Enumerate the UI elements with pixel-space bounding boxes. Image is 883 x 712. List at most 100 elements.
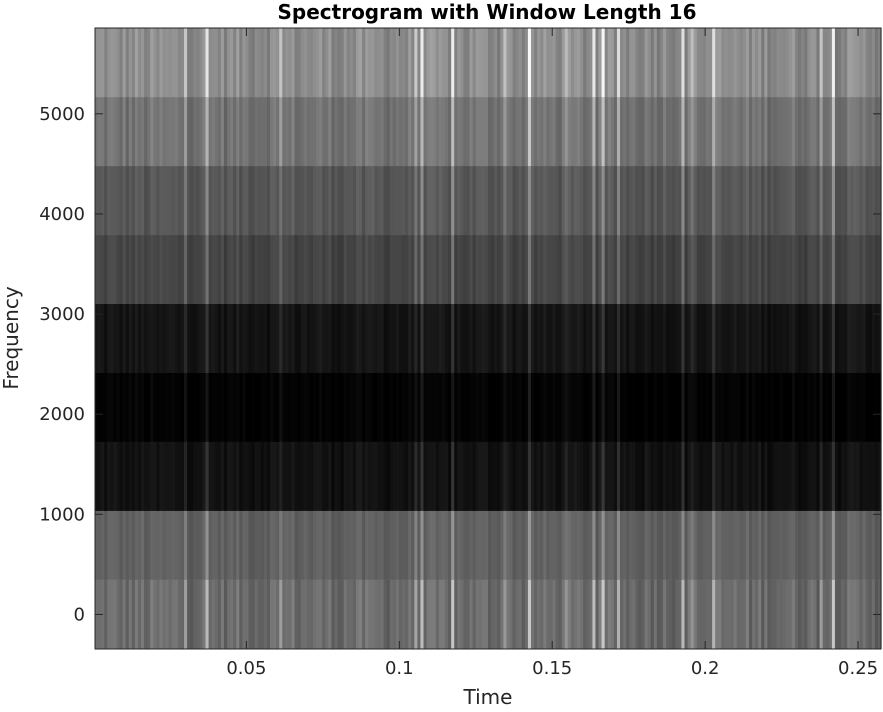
spectrogram-cell	[530, 304, 535, 373]
spectrogram-cell	[745, 97, 750, 167]
spectrogram-cell	[687, 97, 692, 167]
spectrogram-cell	[650, 166, 655, 236]
spectrogram-cell	[328, 510, 333, 580]
spectrogram-cell	[641, 372, 646, 442]
spectrogram-cell	[451, 510, 455, 580]
spectrogram-cell	[270, 235, 274, 305]
spectrogram-cell	[156, 579, 161, 649]
spectrogram-cell	[420, 97, 425, 167]
spectrogram-cell	[432, 372, 437, 442]
spectrogram-cell	[506, 166, 511, 236]
spectrogram-cell	[868, 97, 873, 167]
spectrogram-cell	[626, 304, 630, 373]
spectrogram-cell	[715, 28, 719, 98]
spectrogram-cell	[466, 510, 471, 580]
spectrogram-cell	[257, 304, 262, 373]
spectrogram-cell	[558, 510, 563, 580]
spectrogram-cell	[555, 166, 560, 236]
spectrogram-cell	[128, 166, 133, 236]
spectrogram-cell	[168, 441, 173, 511]
spectrogram-cell	[626, 579, 630, 649]
spectrogram-cell	[411, 441, 415, 511]
spectrogram-cell	[368, 372, 372, 442]
spectrogram-cell	[663, 579, 667, 649]
spectrogram-cell	[383, 372, 388, 442]
spectrogram-cell	[263, 579, 268, 649]
spectrogram-cell	[669, 441, 673, 511]
spectrogram-cell	[561, 97, 566, 167]
spectrogram-cell	[239, 441, 243, 511]
spectrogram-cell	[555, 579, 560, 649]
spectrogram-cell	[687, 235, 692, 305]
spectrogram-cell	[426, 28, 431, 98]
spectrogram-cell	[420, 372, 425, 442]
spectrogram-cell	[647, 304, 652, 373]
spectrogram-cell	[616, 28, 621, 98]
spectrogram-cell	[227, 441, 231, 511]
spectrogram-cell	[868, 235, 873, 305]
spectrogram-cell	[727, 166, 732, 236]
spectrogram-cell	[94, 28, 99, 98]
spectrogram-cell	[230, 166, 234, 236]
spectrogram-cell	[230, 510, 234, 580]
spectrogram-cell	[337, 166, 342, 236]
spectrogram-cell	[217, 372, 222, 442]
spectrogram-cell	[398, 97, 403, 167]
spectrogram-cell	[527, 235, 532, 305]
spectrogram-cell	[251, 28, 256, 98]
spectrogram-cell	[270, 304, 274, 373]
spectrogram-cell	[171, 372, 176, 442]
spectrogram-cell	[844, 97, 848, 167]
spectrogram-band-2756	[94, 304, 882, 373]
spectrogram-cell	[328, 579, 333, 649]
spectrogram-cell	[214, 28, 219, 98]
spectrogram-cell	[537, 304, 541, 373]
spectrogram-cell	[718, 372, 722, 442]
spectrogram-cell	[549, 579, 554, 649]
spectrogram-cell	[537, 510, 541, 580]
spectrogram-cell	[134, 166, 139, 236]
spectrogram-cell	[389, 441, 394, 511]
spectrogram-cell	[137, 97, 142, 167]
spectrogram-cell	[524, 28, 529, 98]
spectrogram-cell	[125, 372, 130, 442]
spectrogram-cell	[168, 304, 173, 373]
spectrogram-cell	[128, 304, 133, 373]
spectrogram-cell	[451, 372, 455, 442]
spectrogram-cell	[288, 235, 293, 305]
spectrogram-cell	[285, 235, 290, 305]
spectrogram-cell	[500, 510, 504, 580]
spectrogram-cell	[331, 97, 336, 167]
spectrogram-cell	[414, 304, 418, 373]
spectrogram-cell	[675, 441, 679, 511]
spectrogram-cell	[770, 579, 775, 649]
spectrogram-cell	[380, 304, 385, 373]
spectrogram-cell	[245, 235, 250, 305]
spectrogram-cell	[288, 510, 293, 580]
spectrogram-cell	[343, 372, 348, 442]
spectrogram-cell	[739, 235, 744, 305]
spectrogram-cell	[334, 28, 339, 98]
spectrogram-cell	[352, 166, 357, 236]
spectrogram-cell	[131, 372, 136, 442]
spectrogram-cell	[540, 441, 544, 511]
spectrogram-cell	[457, 441, 461, 511]
spectrogram-cell	[174, 97, 179, 167]
spectrogram-cell	[524, 304, 529, 373]
spectrogram-cell	[254, 441, 259, 511]
spectrogram-cell	[451, 166, 455, 236]
spectrogram-cell	[497, 441, 501, 511]
spectrogram-cell	[107, 166, 111, 236]
spectrogram-cell	[435, 235, 440, 305]
spectrogram-cell	[119, 97, 124, 167]
spectrogram-cell	[488, 510, 492, 580]
spectrogram-cell	[718, 166, 722, 236]
spectrogram-cell	[374, 235, 379, 305]
spectrogram-cell	[629, 235, 633, 305]
spectrogram-cell	[150, 97, 154, 167]
spectrogram-cell	[343, 304, 348, 373]
spectrogram-cell	[472, 372, 477, 442]
spectrogram-cell	[758, 510, 762, 580]
spectrogram-cell	[405, 28, 409, 98]
spectrogram-cell	[788, 304, 793, 373]
